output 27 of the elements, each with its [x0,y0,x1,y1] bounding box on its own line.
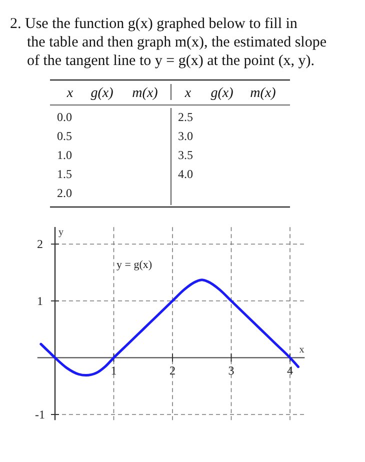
text: 0.5 [56,128,73,145]
y-tick-label: -1 [35,408,45,422]
text: 4.0 [177,166,194,183]
x-tick-label: 2 [170,364,176,378]
x-tick-label: 4 [287,364,293,378]
chart-title: 2. Use the function g(x) graphed below to fill in the table and then graph m(x), the estimated slope of the tangent line to y = g(x) at the point (x, y). [10,16,327,69]
text: m(x) [250,86,276,101]
text: x [66,86,74,101]
text: 0.0 [56,109,73,126]
x-tick-label: 1 [110,364,117,378]
y-axis-title: y [58,227,64,238]
text: 2.0 [56,185,73,202]
annotation: y = g(x) [116,258,152,271]
y-tick-label: 1 [37,294,43,308]
text: g(x) [210,86,234,101]
text: 1.5 [56,166,73,183]
text: g(x) [90,86,114,101]
text: m(x) [132,86,158,101]
line-series [40,278,300,377]
x-axis-title: x [299,344,304,356]
x-tick-label: 3 [228,364,234,378]
y-tick-label: 2 [37,237,43,252]
text: x [184,86,192,101]
text: 3.5 [177,147,194,164]
text: 1.0 [56,147,73,164]
text: 3.0 [177,128,194,145]
text: 2.5 [177,109,194,126]
